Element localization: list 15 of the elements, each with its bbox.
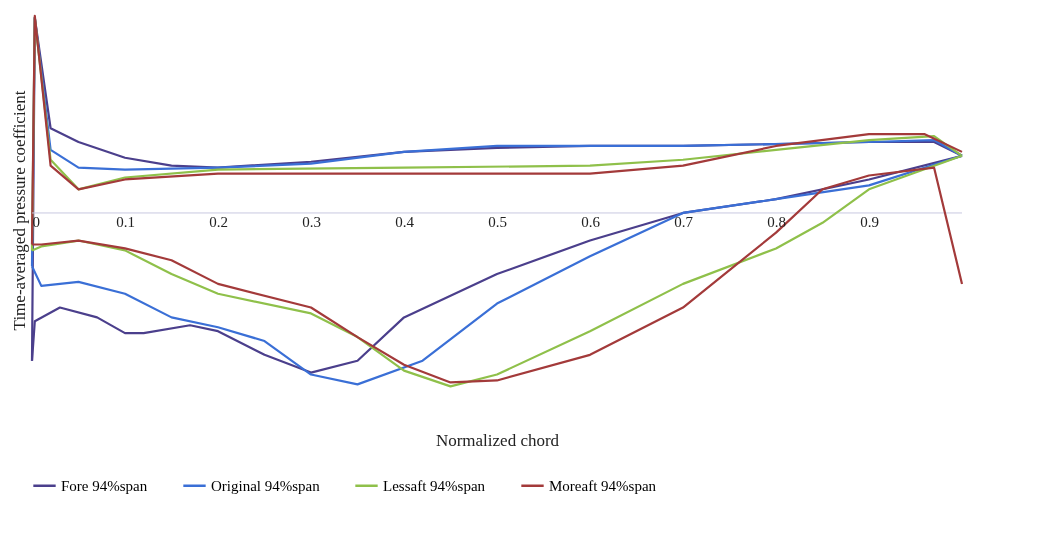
legend-label: Original 94%span (211, 477, 321, 494)
x-tick-label: 0.8 (767, 214, 786, 231)
x-tick-label: 0.2 (209, 214, 228, 231)
x-tick-label: 0.7 (674, 214, 694, 231)
x-tick-label: 0.6 (581, 214, 601, 231)
x-axis-title: Normalized chord (435, 430, 560, 450)
x-tick-label: 0.5 (488, 214, 507, 231)
y-axis-title: Time-averaged pressure coefficient (9, 90, 29, 331)
x-tick-label: 0.4 (395, 214, 415, 231)
x-tick-label: 0.9 (860, 214, 879, 231)
x-tick-label: 0.1 (116, 214, 135, 231)
legend-label: Fore 94%span (61, 477, 148, 494)
legend-label: Lessaft 94%span (383, 477, 486, 494)
x-tick-label: 0.3 (302, 214, 321, 231)
legend-label: Moreaft 94%span (549, 477, 657, 494)
